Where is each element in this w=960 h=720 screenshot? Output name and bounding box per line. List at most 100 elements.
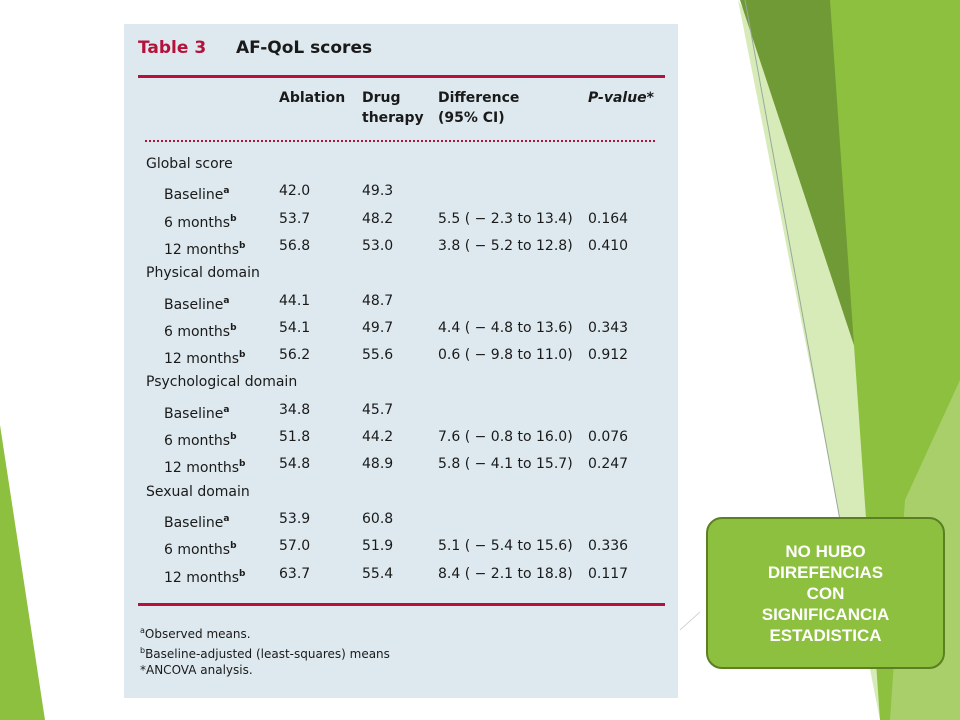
section-row: Global score [0, 152, 960, 176]
row-label-text: Baseline [164, 187, 224, 204]
row-label: 6 monthsb [164, 425, 237, 453]
top-rule [138, 75, 665, 78]
table-row: 6 monthsb 51.8 44.2 7.6 ( − 0.8 to 16.0) 0.0… [0, 425, 960, 449]
drug-therapy-value: 48.9 [362, 456, 394, 473]
row-label-superscript: a [223, 513, 230, 524]
row-label-text: 6 months [164, 542, 231, 559]
bottom-rule [138, 603, 665, 606]
drug-therapy-value: 45.7 [362, 401, 394, 418]
callout-line: ESTADISTICA [769, 625, 882, 645]
header-difference: Difference (95% CI) [438, 90, 520, 126]
header-drug-therapy: Drug therapy [362, 90, 424, 126]
row-label-text: Baseline [164, 514, 224, 531]
section-label: Global score [146, 156, 233, 172]
row-label-text: 6 months [164, 433, 231, 449]
row-label-text: 12 months [164, 351, 239, 368]
pvalue-value: 0.410 [588, 237, 629, 254]
drug-therapy-value: 55.4 [362, 565, 394, 582]
row-label-text: 6 months [164, 323, 231, 340]
callout-line: DIREFENCIAS [767, 562, 884, 582]
left-green-triangle [0, 425, 45, 720]
row-label-superscript: b [239, 350, 246, 361]
drug-therapy-value: 51.9 [362, 538, 394, 555]
row-label-text: 12 months [164, 460, 239, 477]
row-label-text: Baseline [164, 405, 224, 422]
table-title: AF-QoL scores [236, 38, 373, 58]
table-row: 6 monthsb 53.7 48.2 5.5 ( − 2.3 to 13.4) 0.1… [0, 207, 960, 231]
row-label: Baselinea [164, 289, 229, 317]
row-label-superscript: b [230, 213, 237, 224]
row-label-superscript: a [223, 186, 230, 197]
drug-therapy-value: 48.2 [362, 210, 394, 227]
difference-value: 5.1 ( − 5.4 to 15.6) [438, 538, 573, 555]
drug-therapy-value: 49.3 [362, 183, 394, 200]
row-label-superscript: b [239, 568, 246, 579]
ablation-value: 53.7 [279, 210, 311, 227]
difference-value: 7.6 ( − 0.8 to 16.0) [438, 429, 573, 445]
row-label: Baselinea [164, 507, 229, 535]
table-row: Baselinea 34.8 45.7 [0, 398, 960, 422]
decor-line-2 [679, 611, 701, 631]
table-row: Baselinea 44.1 48.7 [0, 289, 960, 313]
ablation-value: 57.0 [279, 538, 311, 555]
row-label: 6 monthsb [164, 534, 237, 562]
difference-value: 3.8 ( − 5.2 to 12.8) [438, 237, 573, 254]
pvalue-value: 0.343 [588, 319, 629, 336]
pvalue-value: 0.117 [588, 565, 629, 582]
row-label-superscript: b [239, 240, 246, 251]
row-label: 12 monthsb [164, 562, 245, 590]
difference-value: 0.6 ( − 9.8 to 11.0) [438, 347, 573, 364]
header-ablation: Ablation [279, 90, 346, 106]
ablation-value: 34.8 [279, 401, 311, 418]
row-label-superscript: b [230, 541, 237, 552]
row-label: 6 monthsb [164, 207, 237, 235]
difference-value: 5.8 ( − 4.1 to 15.7) [438, 456, 573, 473]
pvalue-value: 0.247 [588, 456, 629, 473]
drug-therapy-value: 60.8 [362, 510, 394, 527]
row-label-superscript: b [239, 459, 246, 470]
row-label-text: 12 months [164, 241, 239, 258]
table-row: Baselinea 53.9 60.8 [0, 507, 960, 531]
ablation-value: 51.8 [279, 429, 311, 445]
row-label: Baselinea [164, 179, 229, 207]
drug-therapy-value: 53.0 [362, 237, 394, 254]
difference-value: 4.4 ( − 4.8 to 13.6) [438, 319, 573, 336]
row-label-superscript: b [230, 432, 237, 442]
drug-therapy-value: 44.2 [362, 429, 394, 445]
ablation-value: 54.1 [279, 319, 311, 336]
pvalue-value: 0.912 [588, 347, 629, 364]
drug-therapy-value: 55.6 [362, 347, 394, 364]
conclusion-callout: NO HUBO DIREFENCIAS CON SIGNIFICANCIA ES… [706, 517, 945, 669]
row-label-text: Baseline [164, 296, 224, 313]
row-label-text: 6 months [164, 214, 231, 231]
table-row: 12 monthsb 63.7 55.4 8.4 ( − 2.1 to 18.8) 0.… [0, 562, 960, 586]
footnote-observed-means: aObserved means. [140, 626, 251, 641]
callout-line: SIGNIFICANCIA [761, 604, 890, 624]
ablation-value: 54.8 [279, 456, 311, 473]
table-card [124, 24, 678, 698]
table-row: 6 monthsb 54.1 49.7 4.4 ( − 4.8 to 13.6) 0.3… [0, 316, 960, 340]
row-label: 12 monthsb [164, 343, 245, 371]
row-label-superscript: a [223, 404, 230, 415]
row-label: Baselinea [164, 398, 229, 426]
pvalue-value: 0.336 [588, 538, 629, 555]
ablation-value: 42.0 [279, 183, 311, 200]
row-label: 12 monthsb [164, 452, 245, 480]
section-row: Sexual domain [0, 480, 960, 504]
table-row: 12 monthsb 56.2 55.6 0.6 ( − 9.8 to 11.0) 0.… [0, 343, 960, 367]
row-label: 12 monthsb [164, 234, 245, 262]
difference-value: 8.4 ( − 2.1 to 18.8) [438, 565, 573, 582]
header-separator [145, 140, 655, 142]
row-label-superscript: a [223, 295, 230, 306]
ablation-value: 56.8 [279, 237, 311, 254]
drug-therapy-value: 49.7 [362, 319, 394, 336]
pvalue-value: 0.164 [588, 210, 629, 227]
section-row: Physical domain [0, 261, 960, 285]
ablation-value: 63.7 [279, 565, 311, 582]
ablation-value: 44.1 [279, 292, 311, 309]
section-label: Sexual domain [146, 483, 250, 500]
pvalue-value: 0.076 [588, 429, 629, 445]
difference-value: 5.5 ( − 2.3 to 13.4) [438, 210, 573, 227]
table-row: 12 monthsb 56.8 53.0 3.8 ( − 5.2 to 12.8) 0.… [0, 234, 960, 258]
table-row: 6 monthsb 57.0 51.9 5.1 ( − 5.4 to 15.6) 0.3… [0, 534, 960, 558]
